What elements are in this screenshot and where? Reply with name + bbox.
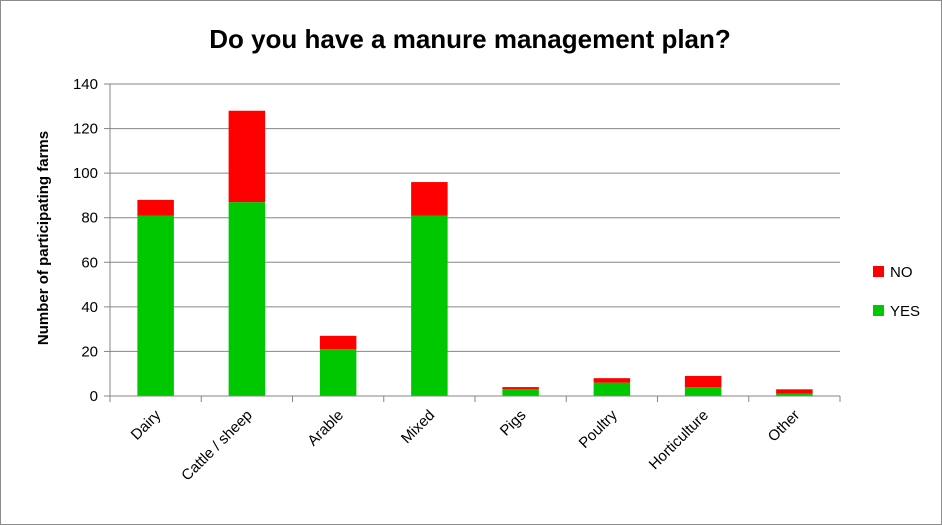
legend-label-yes: YES — [890, 303, 920, 320]
legend-label-no: NO — [890, 264, 913, 281]
bar-no-dairy — [137, 199, 174, 216]
bar-yes-mixed — [411, 215, 448, 396]
bar-yes-other — [776, 393, 813, 396]
bar-no-other — [776, 389, 813, 394]
axes — [104, 83, 841, 402]
x-tick-label: Other — [765, 407, 804, 446]
x-tick-label: Pigs — [497, 407, 530, 440]
bar-yes-horticulture — [684, 387, 722, 396]
bar-yes-poultry — [593, 382, 631, 396]
bar-no-mixed — [411, 182, 448, 216]
y-tick-label: 140 — [73, 76, 98, 93]
y-tick-label: 40 — [81, 299, 98, 316]
x-tick-label: Poultry — [576, 406, 621, 451]
y-tick-label: 120 — [73, 121, 98, 138]
bars — [137, 110, 813, 396]
bar-no-cattle-sheep — [228, 110, 266, 203]
bar-yes-arable — [319, 349, 357, 396]
legend: NO YES — [873, 264, 920, 320]
bar-no-arable — [319, 335, 357, 350]
bar-yes-dairy — [137, 215, 174, 396]
chart-title: Do you have a manure management plan? — [209, 24, 731, 54]
legend-swatch-yes — [873, 305, 884, 316]
y-tick-label: 60 — [81, 254, 98, 271]
x-tick-label: Arable — [304, 407, 347, 450]
x-tick-label: Mixed — [398, 407, 438, 447]
bar-no-poultry — [593, 378, 631, 383]
x-tick-label: Horticulture — [646, 407, 712, 473]
x-tick-label: Cattle / sheep — [178, 407, 255, 484]
y-tick-label: 20 — [81, 343, 98, 360]
y-tick-label: 80 — [81, 210, 98, 227]
legend-swatch-no — [873, 266, 884, 277]
y-tick-labels: 0 20 40 60 80 100 120 140 — [73, 76, 98, 405]
y-axis-label: Number of participating farms — [35, 131, 52, 345]
bar-no-horticulture — [684, 375, 722, 388]
gridlines — [110, 83, 840, 352]
y-tick-label: 100 — [73, 165, 98, 182]
y-tick-label: 0 — [90, 388, 98, 405]
x-tick-label: Dairy — [128, 406, 165, 443]
bar-yes-pigs — [502, 389, 539, 396]
x-tick-labels: Dairy Cattle / sheep Arable Mixed Pigs Poultr… — [128, 406, 804, 484]
bar-yes-cattle-sheep — [228, 202, 266, 396]
bar-no-pigs — [502, 387, 539, 390]
